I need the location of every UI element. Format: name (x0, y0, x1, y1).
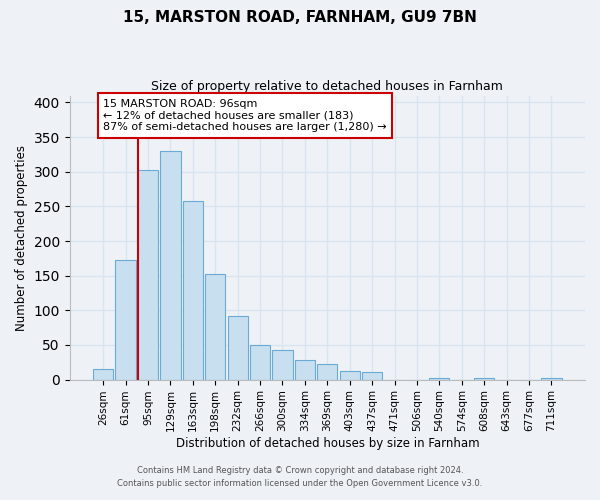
Bar (250, 345, 270, 380)
Bar (227, 316, 248, 380)
Bar (430, 378, 449, 380)
Bar (115, 260, 136, 380)
Text: 15 MARSTON ROAD: 96sqm
← 12% of detached houses are smaller (183)
87% of semi-de: 15 MARSTON ROAD: 96sqm ← 12% of detached… (103, 99, 387, 132)
Bar (138, 170, 158, 380)
Bar (183, 201, 203, 380)
Bar (295, 360, 315, 380)
Bar (205, 274, 226, 380)
Text: 15, MARSTON ROAD, FARNHAM, GU9 7BN: 15, MARSTON ROAD, FARNHAM, GU9 7BN (123, 10, 477, 25)
X-axis label: Distribution of detached houses by size in Farnham: Distribution of detached houses by size … (176, 437, 479, 450)
Bar (160, 151, 181, 380)
Bar (474, 378, 494, 380)
Bar (541, 378, 562, 380)
Title: Size of property relative to detached houses in Farnham: Size of property relative to detached ho… (151, 80, 503, 93)
Bar (93, 369, 113, 380)
Bar (340, 370, 360, 380)
Bar (272, 350, 293, 380)
Bar (362, 372, 382, 380)
Text: Contains HM Land Registry data © Crown copyright and database right 2024.
Contai: Contains HM Land Registry data © Crown c… (118, 466, 482, 487)
Bar (317, 364, 337, 380)
Y-axis label: Number of detached properties: Number of detached properties (15, 144, 28, 330)
